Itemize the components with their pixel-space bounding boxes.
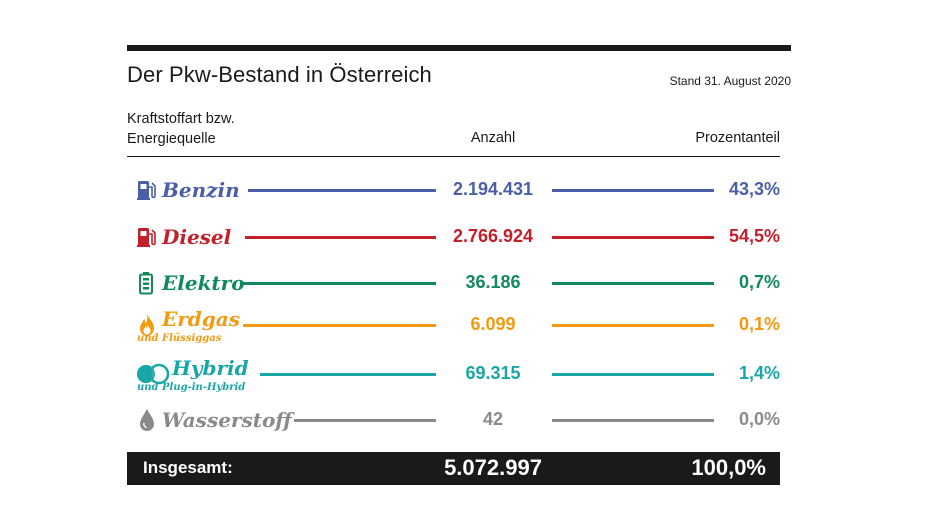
leader-line-right [552,324,714,327]
header-rule [127,156,780,157]
leader-line-right [552,189,714,192]
table-row-wasserstoff: Wasserstoff 42 0,0% [0,408,930,438]
percent-value: 0,1% [738,314,780,334]
count-value: 2.766.924 [452,226,534,246]
leader-line-left [248,189,436,192]
total-label: Insgesamt: [143,458,233,477]
leader-line-right [552,419,714,422]
table-row-erdgas: Erdgas und Flüssiggas 6.099 0,1% [0,307,930,344]
table-row-elektro: Elektro 36.186 0,7% [0,271,930,301]
total-bar [127,452,780,485]
fuel-label: Hybrid [172,356,249,380]
percent-value: 0,0% [738,409,780,429]
hybrid-icon [136,362,170,386]
header-fuel-type: Kraftstoffart bzw. Energiequelle [127,109,235,149]
date-note: Stand 31. August 2020 [669,74,791,88]
header-fuel-line1: Kraftstoffart bzw. [127,111,235,127]
table-row-diesel: Diesel 2.766.924 54,5% [0,225,930,255]
water-drop-icon [136,408,158,432]
total-percent: 100,0% [691,455,766,480]
fuel-label: Erdgas [162,307,240,331]
percent-value: 0,7% [738,272,780,292]
leader-line-left [245,236,436,239]
fuel-sublabel: und Flüssiggas [137,333,222,344]
leader-line-left [240,282,436,285]
leader-line-left [294,419,436,422]
table-row-hybrid: Hybrid und Plug-in-Hybrid 69.315 1,4% [0,356,930,393]
leader-line-right [552,373,714,376]
fuel-pump-icon [136,225,158,249]
fuel-label: Wasserstoff [162,408,292,432]
count-value: 36.186 [465,272,521,292]
percent-value: 1,4% [738,363,780,383]
count-value: 6.099 [470,314,516,334]
percent-value: 43,3% [728,179,780,199]
leader-line-right [552,236,714,239]
table-row-benzin: Benzin 2.194.431 43,3% [0,178,930,208]
fuel-label: Diesel [162,225,232,249]
top-rule [127,45,791,51]
leader-line-left [260,373,436,376]
total-count: 5.072.997 [444,455,542,480]
chart-title: Der Pkw-Bestand in Österreich [127,62,432,87]
fuel-label: Elektro [162,271,245,295]
leader-line-right [552,282,714,285]
fuel-pump-icon [136,178,158,202]
count-value: 2.194.431 [452,179,534,199]
header-fuel-line2: Energiequelle [127,131,216,147]
count-value: 42 [482,409,504,429]
leader-line-left [243,324,436,327]
fuel-label: Benzin [162,178,240,202]
header-count: Anzahl [470,130,516,146]
fuel-sublabel: und Plug-in-Hybrid [137,382,246,393]
flame-icon [136,313,158,337]
header-percent: Prozentanteil [695,130,780,146]
percent-value: 54,5% [728,226,780,246]
battery-icon [136,271,158,295]
count-value: 69.315 [465,363,521,383]
